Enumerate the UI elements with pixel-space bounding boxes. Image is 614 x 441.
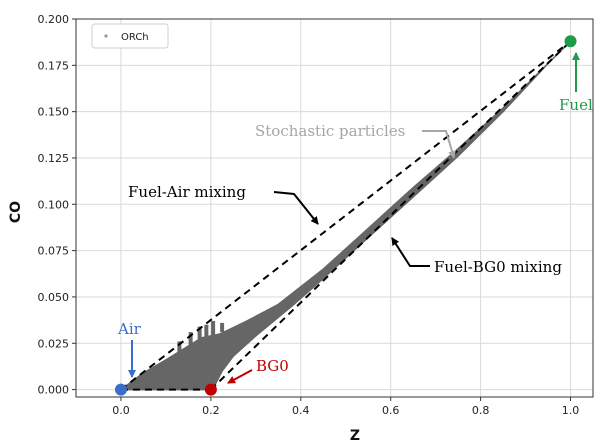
- stochastic-particles-label: Stochastic particles: [255, 122, 405, 140]
- point-fuel: [564, 35, 577, 48]
- y-tick-label: 0.025: [38, 337, 70, 350]
- x-tick-label: 0.4: [292, 404, 310, 417]
- annotation-fuel-air-mixing: Fuel-Air mixing: [128, 183, 319, 225]
- legend: ORCh: [91, 23, 169, 49]
- x-tick-label: 1.0: [562, 404, 580, 417]
- plot-frame: [75, 18, 594, 398]
- key-points-layer: [114, 35, 577, 396]
- y-tick-label: 0.175: [38, 59, 70, 72]
- x-tick-label: 0.6: [382, 404, 400, 417]
- annotation-fuel-bg0-mixing: Fuel-BG0 mixing: [391, 237, 562, 276]
- x-tick-label: 0.2: [202, 404, 220, 417]
- fuel-label: Fuel: [559, 96, 593, 114]
- y-tick-label: 0.200: [38, 13, 70, 26]
- annotation-bg0: BG0: [227, 357, 289, 384]
- fuel-bg0-mixing-label: Fuel-BG0 mixing: [434, 258, 562, 276]
- annotation-stochastic-particles: Stochastic particles: [255, 122, 456, 159]
- particle-spike: [220, 322, 225, 333]
- x-tick-label: 0.0: [112, 404, 130, 417]
- y-tick-label: 0.000: [38, 384, 70, 397]
- particle-spike: [211, 321, 216, 336]
- air-label: Air: [117, 320, 142, 338]
- legend-marker: [104, 34, 108, 38]
- annotation-fuel: Fuel: [559, 52, 593, 114]
- y-tick-label: 0.100: [38, 198, 70, 211]
- legend-label: ORCh: [121, 32, 149, 43]
- grid-lines: [76, 18, 593, 397]
- point-air: [114, 383, 127, 396]
- bg0-label: BG0: [256, 357, 289, 375]
- y-tick-label: 0.125: [38, 152, 70, 165]
- x-axis-ticks: 0.0 0.2 0.4 0.6 0.8 1.0: [112, 397, 579, 417]
- particle-spike: [197, 326, 202, 344]
- annotation-air: Air: [117, 320, 142, 378]
- y-axis-title: CO: [8, 201, 24, 223]
- y-axis-ticks: 0.000 0.025 0.050 0.075 0.100 0.125 0.150 0.175…: [38, 13, 76, 397]
- particle-spike: [188, 332, 193, 349]
- y-tick-label: 0.075: [38, 245, 70, 258]
- particle-spike: [177, 341, 182, 357]
- x-tick-label: 0.8: [472, 404, 490, 417]
- x-axis-title: Z: [350, 428, 360, 441]
- point-bg0: [204, 383, 217, 396]
- fuel-air-mixing-label: Fuel-Air mixing: [128, 183, 246, 201]
- particle-spike: [204, 324, 209, 340]
- mixing-lines-layer: [120, 40, 572, 391]
- y-tick-label: 0.050: [38, 291, 70, 304]
- y-tick-label: 0.150: [38, 106, 70, 119]
- mixing-line: [120, 40, 572, 391]
